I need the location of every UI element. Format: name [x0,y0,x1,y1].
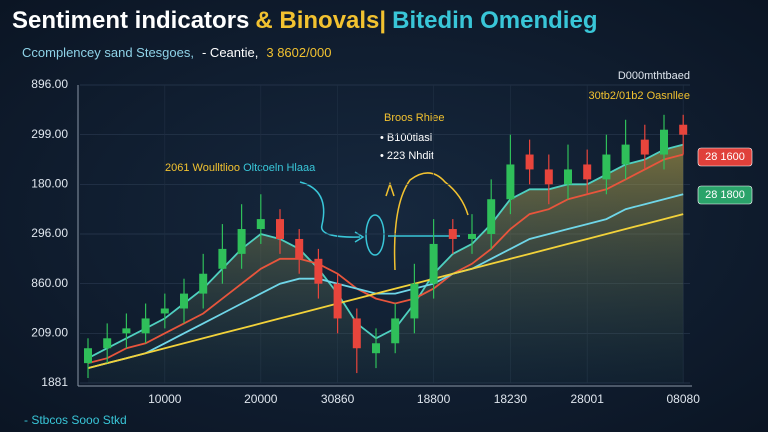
candles [84,114,688,379]
candle-body [583,164,592,180]
subtitle-part: - Ceantie, [202,45,258,60]
line [87,193,684,369]
subtitle-part: 3 8602/000 [266,45,331,60]
y-tick-label: 896.00 [31,77,68,91]
subtitle-part: Ccomplencey sand Stesgoes, [22,45,194,60]
candle-body [295,238,304,259]
title-part: Sentiment indicators [12,7,249,34]
x-tick-label: 20000 [244,392,278,406]
candle-body [679,124,688,135]
price-tag [697,147,753,167]
candle-body [237,229,246,254]
y-tick-label: 299.00 [31,127,68,141]
candle-body [372,343,380,354]
annotation: • B100tlasl [380,132,432,144]
candle-body [122,328,131,334]
candle-body [276,219,284,239]
title-part: Bitedin Omendieg [392,7,597,34]
candle-body [564,169,572,185]
candle-body [621,144,630,165]
annotation: Broos Rhiee [384,112,445,124]
title-part: & Binovals| [255,7,386,34]
x-tick-label: 10000 [148,392,182,406]
candle-body [487,199,496,234]
candle-body [660,129,668,155]
x-tick-label: 30860 [321,392,355,406]
x-tick-label: 18230 [494,392,528,406]
footer: - Stbcos Sooo Stkd [24,413,127,427]
candle-body [410,283,419,319]
annotation-arrows [299,172,469,271]
y-tick-label: 296.00 [31,226,68,240]
candle-body [333,283,342,319]
annotation-part: 2061 Woulltlioo [165,162,240,174]
x-tick-label: 08080 [667,392,701,406]
area [88,144,684,383]
candle-body [429,243,438,284]
corner-note: D000mthtbaed [618,70,690,82]
x-tick-label: 28001 [571,392,605,406]
candle-body [314,258,323,284]
price-tag [697,185,753,205]
candle-body [448,229,457,239]
candle-body [602,154,611,180]
candle-body [103,338,112,349]
y-tick-label: 1881 [41,375,68,389]
candle-body [141,318,150,334]
candle-body [525,154,534,170]
x-tick-label: 18800 [417,392,451,406]
candle-body [199,273,208,294]
chart-title: Sentiment indicators & Binovals| Bitedin O… [12,7,597,34]
annotation: 2061 Woulltlioo Oltcoeln Hlaaa [165,162,316,174]
y-tick-label: 180.00 [31,177,68,191]
candle-body [84,348,92,364]
y-tick-label: 860.00 [31,276,68,290]
line [87,153,684,364]
candle-body [352,318,361,349]
line [87,213,684,369]
candle-body [160,308,169,314]
annotation: • 223 Nhdit [380,150,434,162]
subtitle: Ccomplencey sand Stesgoes, - Ceantie, 3 86… [22,45,331,60]
corner-note: 30tb2/01b2 Oasnllee [588,90,690,102]
candle-body [544,169,553,185]
candle-body [256,219,265,230]
candle-body [640,139,649,155]
y-tick-label: 209.00 [31,326,68,340]
candle-body [468,234,476,239]
candle-body [391,318,400,344]
price-tag-label: 28 1800 [705,189,745,201]
candle-body [180,293,188,309]
candle-body [506,164,515,200]
price-tag-label: 28 1600 [705,151,745,163]
annotation-part: Oltcoeln Hlaaa [243,162,316,174]
candle-body [218,248,227,269]
